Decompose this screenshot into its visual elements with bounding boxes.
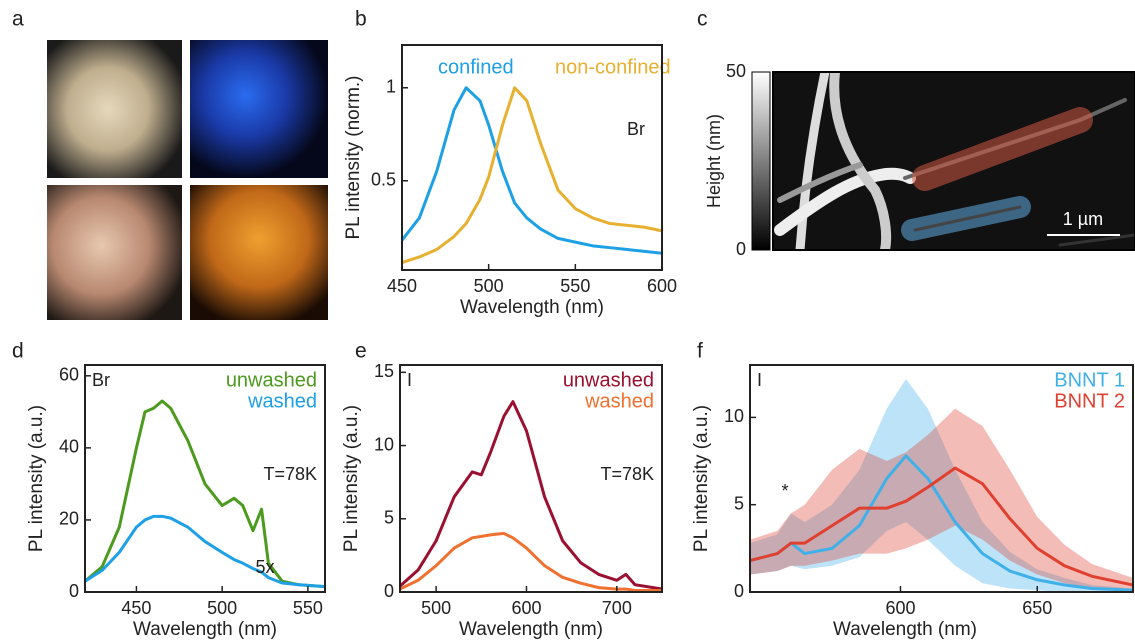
series-line	[400, 400, 662, 591]
y-tick-label: 40	[59, 437, 79, 457]
y-axis-label: PL intensity (a.u.)	[26, 405, 47, 552]
colorbar-tick-label: 50	[726, 61, 746, 81]
x-axis-label: Wavelength (nm)	[460, 297, 604, 318]
series-line	[750, 466, 1133, 587]
photo	[190, 185, 328, 320]
colorbar	[751, 71, 771, 251]
panel-label: c	[697, 8, 708, 31]
annotation: Br	[627, 119, 645, 139]
panel-c-afm	[751, 71, 1135, 251]
panel-label: a	[12, 8, 24, 31]
y-axis-label: Height (nm)	[704, 114, 724, 208]
x-tick-label: 600	[647, 276, 677, 296]
y-axis-label: PL intensity (a.u.)	[691, 405, 712, 552]
photo	[190, 40, 328, 178]
x-axis-label: Wavelength (nm)	[833, 619, 977, 640]
y-tick-label: 5	[734, 493, 744, 513]
y-tick-label: 10	[374, 434, 394, 454]
series-line	[85, 399, 325, 589]
x-tick-label: 500	[421, 598, 451, 618]
x-tick-label: 500	[474, 276, 504, 296]
panel-label: f	[697, 340, 703, 363]
x-tick-label: 500	[207, 598, 237, 618]
y-tick-label: 20	[59, 509, 79, 529]
image-frame	[772, 71, 1135, 251]
x-axis-label: Wavelength (nm)	[133, 619, 277, 640]
plot-frame	[749, 364, 1134, 593]
x-tick-label: 450	[121, 598, 151, 618]
annotation: T=78K	[263, 464, 317, 484]
legend-entry: unwashed	[563, 369, 654, 391]
plot-frame	[84, 364, 326, 593]
legend-entry: washed	[247, 390, 317, 412]
panel-label: d	[12, 340, 24, 363]
panel-a-photos	[47, 40, 328, 320]
series-line	[750, 454, 1133, 592]
panel-label: b	[355, 8, 367, 31]
y-tick-label: 0.5	[371, 169, 396, 189]
series-line	[85, 514, 325, 589]
annotation: 5x	[255, 557, 274, 577]
scale-bar-label: 1 µm	[1063, 209, 1103, 229]
y-axis-label: PL intensity (a.u.)	[341, 405, 362, 552]
y-tick-label: 0	[734, 581, 744, 601]
legend-entry: BNNT 2	[1054, 390, 1125, 412]
x-tick-label: 450	[387, 276, 417, 296]
legend-entry: unwashed	[226, 369, 317, 391]
series-line	[400, 531, 662, 592]
x-tick-label: 600	[511, 598, 541, 618]
x-tick-label: 600	[885, 598, 915, 618]
annotation: *	[781, 481, 788, 501]
colorbar-tick-label: 0	[736, 239, 746, 259]
series-line	[402, 86, 662, 255]
y-tick-label: 0	[384, 581, 394, 601]
photo	[47, 185, 182, 320]
plot-frame	[399, 364, 663, 593]
y-tick-label: 15	[374, 361, 394, 381]
y-tick-label: 1	[386, 77, 396, 97]
photo	[47, 40, 182, 178]
legend-entry: BNNT 1	[1054, 369, 1125, 391]
plot-frame	[401, 44, 663, 271]
annotation: Br	[92, 370, 110, 390]
legend-entry: non-confined	[555, 56, 671, 78]
y-tick-label: 10	[724, 406, 744, 426]
x-tick-label: 550	[560, 276, 590, 296]
x-axis-label: Wavelength (nm)	[459, 619, 603, 640]
annotation: I	[757, 370, 762, 390]
x-tick-label: 700	[602, 598, 632, 618]
y-tick-label: 5	[384, 508, 394, 528]
x-tick-label: 550	[293, 598, 323, 618]
x-tick-label: 650	[1022, 598, 1052, 618]
fibers	[774, 72, 1135, 250]
panel-label: e	[355, 340, 367, 363]
legend-entry: confined	[438, 56, 514, 78]
annotation: T=78K	[600, 464, 654, 484]
y-axis-label: PL intensity (norm.)	[343, 75, 364, 239]
series-line	[402, 86, 662, 264]
legend-entry: washed	[584, 390, 654, 412]
y-tick-label: 0	[69, 581, 79, 601]
annotation: I	[407, 370, 412, 390]
y-tick-label: 60	[59, 365, 79, 385]
